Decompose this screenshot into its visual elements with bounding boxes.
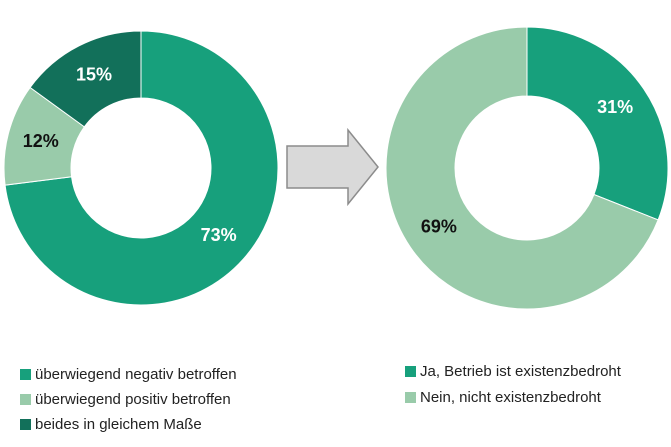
donut-slice <box>526 26 669 221</box>
donut-slice <box>385 26 659 310</box>
legend-label: überwiegend negativ betroffen <box>35 366 237 383</box>
data-label: 31% <box>597 97 633 117</box>
legend-label: Nein, nicht existenzbedroht <box>420 389 602 406</box>
legend-label: überwiegend positiv betroffen <box>35 391 231 408</box>
data-label: 73% <box>201 225 237 245</box>
legend-swatch <box>20 369 31 380</box>
legend-label: beides in gleichem Maße <box>35 416 202 433</box>
legend-swatch <box>405 392 416 403</box>
donut-slice <box>4 30 279 306</box>
legend-swatch <box>405 366 416 377</box>
data-label: 69% <box>421 217 457 237</box>
legend-label: Ja, Betrieb ist existenzbedroht <box>420 363 622 380</box>
legend-swatch <box>20 419 31 430</box>
data-label: 15% <box>76 65 112 85</box>
arrow <box>286 127 379 207</box>
legend-swatch <box>20 394 31 405</box>
donut-slice <box>29 30 142 128</box>
data-label: 12% <box>23 131 59 151</box>
